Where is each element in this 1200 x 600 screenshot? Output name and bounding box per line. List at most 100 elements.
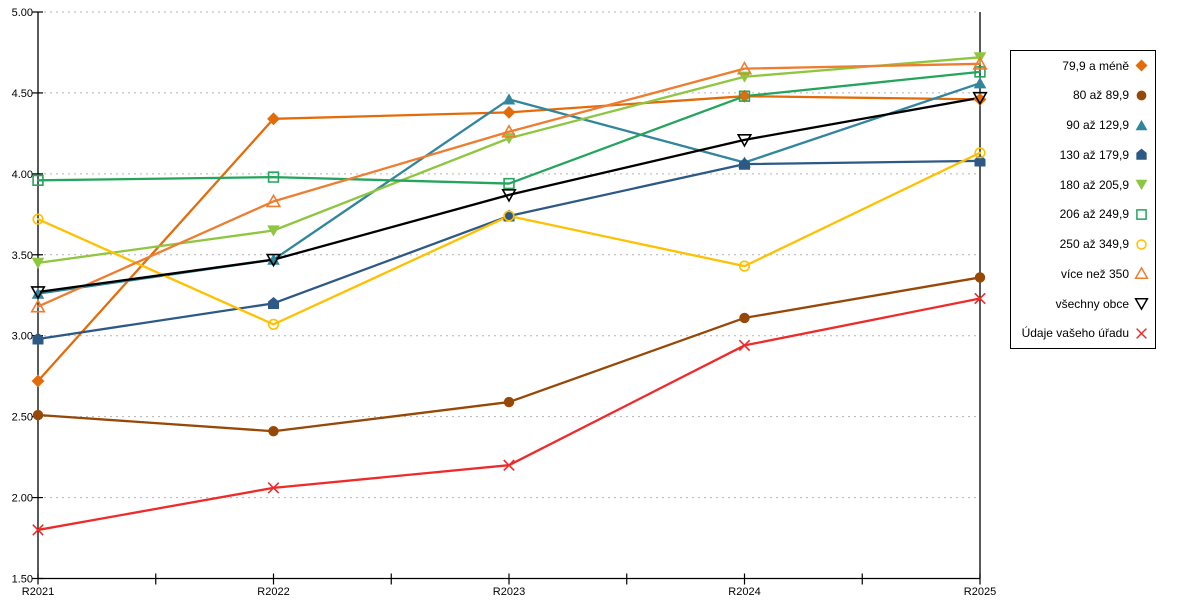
data-point-marker: [739, 312, 750, 324]
data-point-marker: [973, 93, 987, 106]
legend-marker-triangle-up-icon: [1135, 119, 1148, 130]
data-point-marker: [502, 133, 516, 145]
legend-marker-square-icon: [1136, 208, 1147, 220]
legend-marker-shape: [1135, 59, 1148, 72]
data-point-marker: [736, 61, 753, 75]
legend-marker-triangle-up-icon: [1134, 266, 1149, 280]
series-line-5: [36, 70, 982, 185]
series-line-1: [36, 276, 982, 433]
data-point-marker: [30, 298, 46, 313]
legend-item: 130 až 179,9: [1017, 147, 1149, 162]
series-line-8: [36, 96, 982, 294]
legend-item-label: 206 až 249,9: [1059, 207, 1129, 222]
chart-legend: 79,9 a méně 80 až 89,9 90 až 129,9 130 až 1…: [1010, 50, 1156, 349]
legend-item-label: všechny obce: [1055, 296, 1129, 311]
data-point-marker: [267, 225, 280, 237]
legend-item-label: 79,9 a méně: [1062, 58, 1129, 73]
data-point-marker: [738, 260, 751, 272]
data-point-marker: [267, 171, 280, 183]
series-line-7: [36, 62, 982, 308]
data-point-marker: [31, 257, 45, 269]
legend-item-label: 90 až 129,9: [1066, 118, 1129, 133]
legend-item-label: více než 350: [1060, 266, 1129, 281]
legend-marker-shape: [1134, 298, 1149, 311]
x-axis-tick-label: R2021: [22, 586, 54, 598]
data-point-marker: [32, 213, 44, 225]
data-point-marker: [31, 374, 45, 388]
legend-item: 206 až 249,9: [1017, 207, 1149, 222]
data-point-marker: [974, 66, 986, 78]
data-point-marker: [267, 253, 280, 265]
data-point-marker: [738, 89, 751, 103]
y-axis-tick-label: 2.00: [12, 493, 33, 505]
data-point-marker: [738, 339, 751, 352]
data-point-marker: [32, 409, 44, 421]
data-point-marker: [502, 105, 516, 119]
data-point-marker: [32, 174, 44, 187]
data-point-marker: [501, 124, 517, 138]
legend-item: 80 až 89,9: [1017, 88, 1149, 103]
data-point-marker: [32, 524, 44, 536]
y-axis-tick-label: 1.50: [12, 574, 33, 586]
legend-item-label: 180 až 205,9: [1059, 177, 1129, 192]
legend-item: 90 až 129,9: [1017, 118, 1149, 133]
legend-item: více než 350: [1017, 266, 1149, 281]
data-point-marker: [268, 297, 279, 309]
data-point-marker: [32, 332, 44, 345]
data-point-marker: [503, 210, 515, 222]
legend-item: 180 až 205,9: [1017, 177, 1149, 192]
legend-marker-triangle-down-icon: [1134, 298, 1149, 311]
data-point-marker: [31, 287, 45, 299]
legend-marker-triangle-down-icon: [1135, 179, 1148, 191]
legend-item-label: 250 až 349,9: [1059, 237, 1129, 252]
legend-item: Údaje vašeho úřadu: [1017, 326, 1149, 341]
data-point-marker: [30, 286, 46, 300]
series-line-4: [36, 56, 982, 265]
legend-marker-circle-icon: [1136, 238, 1147, 250]
legend-marker-pentagon-icon: [1136, 148, 1147, 161]
x-axis-tick-label: R2024: [728, 586, 760, 598]
legend-marker-shape: [1136, 327, 1147, 339]
x-axis-tick-label: R2023: [493, 586, 525, 598]
data-point-marker: [972, 56, 988, 70]
legend-marker-shape: [1136, 148, 1147, 161]
data-point-marker: [501, 188, 517, 203]
data-point-marker: [973, 77, 987, 89]
y-axis-tick-label: 2.50: [12, 412, 33, 424]
legend-marker-shape: [1135, 119, 1148, 130]
series-line-3: [36, 159, 982, 341]
data-point-marker: [503, 396, 515, 408]
data-point-marker: [265, 253, 282, 268]
series-line-9: [36, 297, 982, 532]
legend-item: všechny obce: [1017, 296, 1149, 311]
legend-item: 79,9 a méně: [1017, 58, 1149, 73]
data-point-marker: [265, 193, 282, 208]
data-point-marker: [738, 90, 751, 102]
y-axis-tick-label: 4.00: [12, 169, 33, 181]
y-axis-tick-label: 3.50: [12, 250, 33, 262]
legend-marker-diamond-icon: [1135, 59, 1148, 72]
legend-marker-circle-icon: [1136, 90, 1147, 101]
legend-marker-shape: [1136, 208, 1147, 220]
legend-marker-shape: [1135, 179, 1148, 191]
legend-item: 250 až 349,9: [1017, 237, 1149, 252]
legend-item-label: 130 až 179,9: [1059, 147, 1129, 162]
data-point-marker: [502, 93, 516, 105]
y-axis-tick-label: 3.00: [12, 331, 33, 343]
legend-marker-x-icon: [1136, 327, 1147, 339]
data-point-marker: [972, 91, 988, 106]
legend-marker-shape: [1136, 90, 1147, 101]
x-axis-tick-label: R2022: [257, 586, 289, 598]
data-point-marker: [503, 177, 515, 190]
data-point-marker: [267, 482, 280, 494]
legend-item-label: Údaje vašeho úřadu: [1021, 326, 1129, 341]
legend-marker-shape: [1136, 238, 1147, 250]
data-point-marker: [974, 292, 986, 305]
x-axis-tick-label: R2025: [964, 586, 996, 598]
data-point-marker: [267, 318, 280, 330]
data-point-marker: [974, 147, 986, 159]
y-axis-tick-label: 4.50: [12, 88, 33, 100]
legend-marker-shape: [1134, 266, 1149, 280]
